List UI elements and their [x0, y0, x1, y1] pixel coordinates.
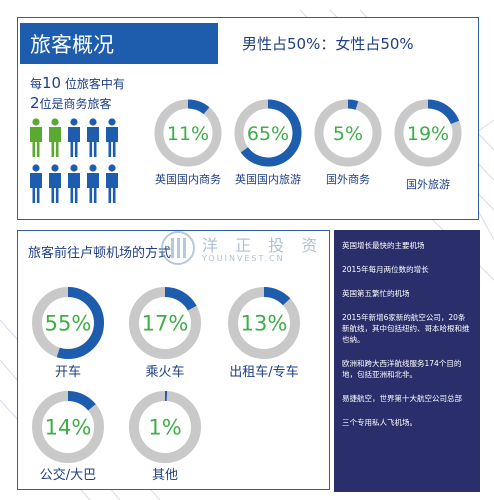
- donut-1-4: 1%: [129, 391, 201, 463]
- donut-1-2: 13%: [228, 287, 300, 359]
- donut-category-label: 国外旅游: [406, 178, 450, 191]
- person-icon: [87, 118, 99, 157]
- person-icon: [30, 164, 42, 203]
- donut-category-label: 英国国内旅游: [235, 173, 301, 186]
- watermark-logo-icon: [161, 231, 195, 265]
- people-pictogram: [30, 118, 118, 203]
- donut-1-0: 55%: [32, 287, 104, 359]
- donut-percent-label: 19%: [407, 123, 449, 145]
- donut-0-1: 65%: [234, 99, 302, 167]
- gender-split-text: 男性占50%：女性占50%: [242, 35, 414, 53]
- donut-value-arc: [314, 99, 382, 167]
- donut-percent-label: 13%: [241, 312, 288, 336]
- fact-item: 欧洲和跨大西洋航线服务174个目的地，包括亚洲和北非。: [342, 359, 462, 379]
- donut-category-label: 其他: [151, 468, 178, 483]
- page-title: 旅客概况: [30, 33, 114, 57]
- intro-prefix: 每: [30, 77, 43, 91]
- intro-suffix: 位旅客中有: [61, 77, 125, 91]
- donut-category-label: 公交/大巴: [39, 468, 97, 483]
- watermark: 洋 正 投 资 YOUINVEST.CN: [158, 228, 344, 270]
- donut-percent-label: 1%: [148, 416, 181, 440]
- donut-value-arc: [394, 99, 462, 167]
- intro-number-10: 10: [42, 74, 62, 92]
- watermark-subtext: YOUINVEST.CN: [202, 254, 285, 263]
- fact-item: 易捷航空，世界第十大航空公司总部: [342, 394, 462, 403]
- donut-category-label: 国外商务: [326, 173, 370, 186]
- donut-value-arc: [154, 99, 222, 167]
- travel-mode-title: 旅客前往卢顿机场的方式: [28, 246, 172, 261]
- donut-category-label: 英国国内商务: [155, 173, 221, 186]
- donut-percent-label: 17%: [142, 312, 189, 336]
- intro-line-1: 每10 位旅客中有: [30, 74, 125, 92]
- donut-0-2: 5%: [314, 99, 382, 167]
- intro-suffix-2: 位是商务旅客: [39, 97, 112, 111]
- donut-0-3: 19%: [394, 99, 462, 167]
- travel-mode-panel: [17, 230, 330, 490]
- intro-number-2: 2: [30, 94, 40, 112]
- person-icon: [49, 118, 61, 157]
- title-band: 旅客概况: [20, 23, 218, 64]
- donut-1-3: 14%: [32, 391, 104, 463]
- person-icon: [49, 164, 61, 203]
- donut-value-arc: [32, 287, 104, 359]
- fact-item: 2015年新增6家新的航空公司，20条新航线，其中包括纽约、哥本哈根和维也纳。: [342, 313, 470, 344]
- donut-percent-label: 55%: [45, 312, 92, 336]
- donut-value-arc: [32, 391, 104, 463]
- fact-item: 2015年每月两位数的增长: [342, 265, 429, 274]
- donut-percent-label: 11%: [167, 123, 209, 145]
- donut-value-arc: [228, 287, 300, 359]
- donut-category-label: 乘火车: [145, 365, 185, 380]
- donut-value-arc: [129, 391, 201, 463]
- airport-facts-panel: 英国增长最快的主要机场 2015年每月两位数的增长 英国第五繁忙的机场 2015年新增…: [334, 230, 480, 492]
- donut-value-arc: [234, 99, 302, 167]
- fact-item: 英国增长最快的主要机场: [342, 241, 425, 250]
- person-icon: [68, 164, 80, 203]
- person-icon: [87, 164, 99, 203]
- donut-category-label: 开车: [54, 365, 81, 380]
- person-icon: [106, 118, 118, 157]
- donut-value-arc: [129, 287, 201, 359]
- fact-item: 英国第五繁忙的机场: [342, 289, 410, 298]
- donut-percent-label: 65%: [247, 123, 289, 145]
- donut-percent-label: 5%: [333, 123, 363, 145]
- person-icon: [30, 118, 42, 157]
- donut-category-label: 出租车/专车: [229, 365, 299, 380]
- person-icon: [106, 164, 118, 203]
- intro-line-2: 2位是商务旅客: [30, 94, 112, 112]
- fact-item: 三个专用私人飞机场。: [342, 418, 417, 427]
- watermark-text: 洋 正 投 资: [202, 236, 324, 255]
- donut-1-1: 17%: [129, 287, 201, 359]
- donut-0-0: 11%: [154, 99, 222, 167]
- person-icon: [68, 118, 80, 157]
- donut-percent-label: 14%: [45, 416, 92, 440]
